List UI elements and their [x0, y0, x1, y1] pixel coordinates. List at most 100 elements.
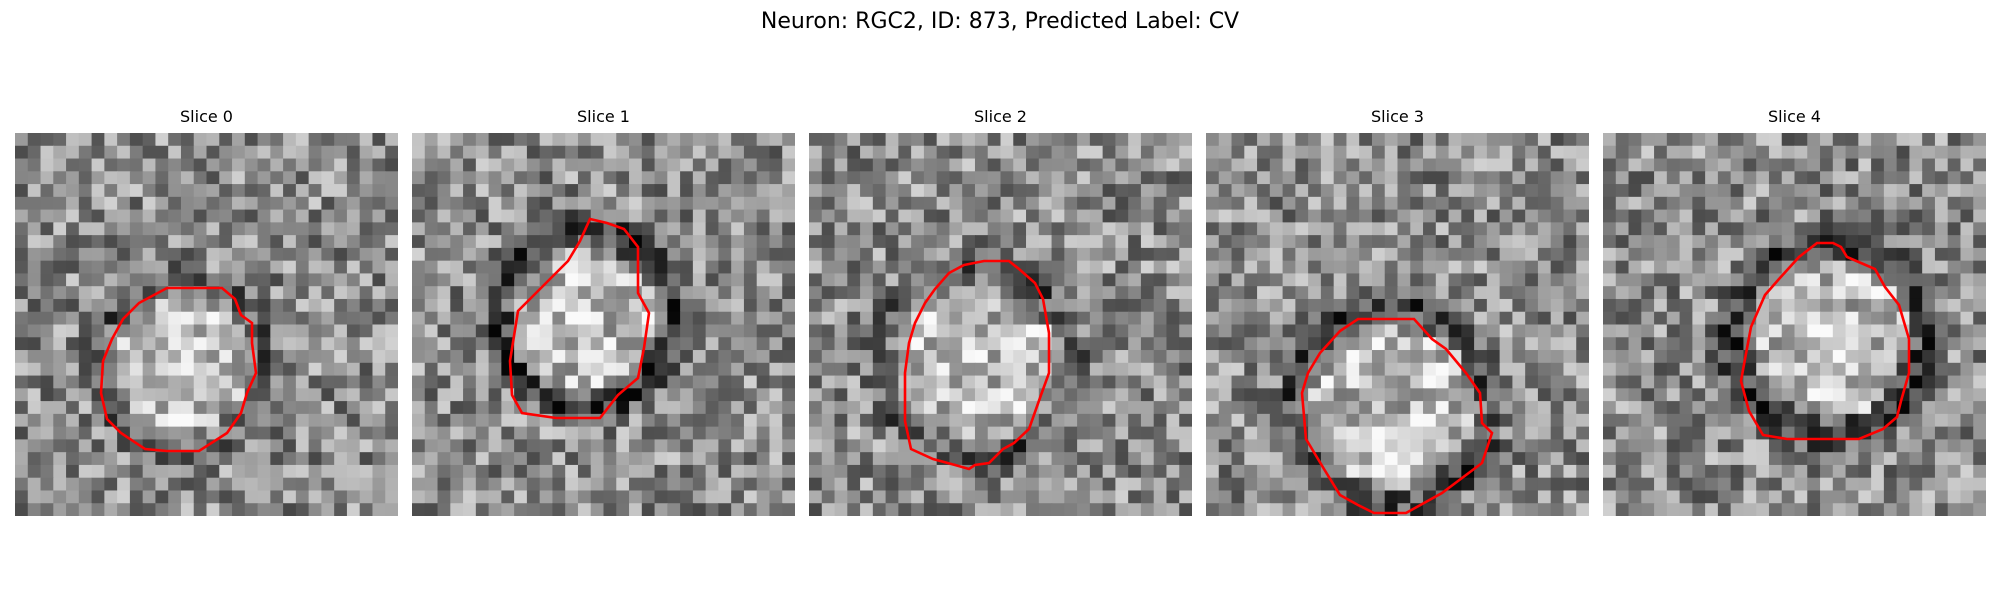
image-pixel — [1794, 426, 1808, 440]
image-pixel — [872, 196, 887, 211]
image-pixel — [450, 247, 464, 262]
image-pixel — [104, 452, 118, 466]
image-pixel — [1820, 452, 1834, 466]
image-pixel — [1845, 375, 1859, 389]
image-pixel — [142, 209, 157, 223]
image-pixel — [1461, 184, 1475, 198]
image-pixel — [475, 286, 490, 300]
image-pixel — [552, 362, 566, 377]
image-pixel — [911, 362, 925, 377]
image-pixel — [1359, 196, 1373, 211]
image-pixel — [603, 235, 617, 249]
image-pixel — [1781, 286, 1796, 300]
image-pixel — [219, 273, 233, 287]
image-pixel — [1333, 311, 1348, 326]
image-pixel — [270, 350, 284, 364]
image-pixel — [412, 298, 426, 313]
image-pixel — [1077, 464, 1091, 479]
image-pixel — [206, 401, 220, 415]
image-pixel — [1654, 145, 1668, 160]
image-pixel — [1166, 184, 1180, 198]
image-pixel — [718, 171, 732, 185]
image-pixel — [206, 452, 220, 466]
image-pixel — [1257, 490, 1271, 504]
image-pixel — [1371, 350, 1386, 364]
image-pixel — [1820, 439, 1834, 453]
image-pixel — [1550, 247, 1565, 262]
image-pixel — [1615, 452, 1630, 466]
image-pixel — [923, 464, 938, 479]
image-pixel — [1832, 298, 1847, 313]
image-pixel — [860, 388, 874, 402]
image-pixel — [66, 337, 80, 351]
image-pixel — [437, 477, 451, 492]
image-pixel — [475, 362, 490, 377]
image-pixel — [1077, 401, 1091, 415]
image-pixel — [1397, 362, 1411, 377]
image-pixel — [898, 452, 912, 466]
image-pixel — [1679, 298, 1693, 313]
image-pixel — [1692, 158, 1706, 172]
image-pixel — [962, 184, 976, 198]
image-pixel — [129, 247, 144, 262]
image-pixel — [1333, 503, 1348, 516]
image-pixel — [1435, 375, 1450, 389]
image-pixel — [385, 133, 398, 147]
image-pixel — [962, 133, 976, 147]
image-pixel — [1013, 196, 1027, 211]
image-pixel — [1794, 490, 1808, 504]
image-pixel — [1654, 171, 1668, 185]
image-pixel — [1153, 490, 1168, 504]
image-pixel — [1781, 375, 1796, 389]
image-pixel — [1474, 426, 1488, 440]
image-pixel — [1832, 503, 1847, 516]
image-pixel — [1705, 401, 1719, 415]
image-pixel — [885, 477, 899, 492]
image-pixel — [769, 503, 783, 516]
image-pixel — [1960, 401, 1974, 415]
image-pixel — [501, 260, 515, 275]
image-pixel — [821, 503, 836, 516]
image-pixel — [1308, 452, 1322, 466]
image-pixel — [1871, 273, 1885, 287]
image-pixel — [1883, 247, 1898, 262]
image-pixel — [923, 196, 938, 211]
image-pixel — [1934, 247, 1949, 262]
image-pixel — [1550, 362, 1565, 377]
image-pixel — [1858, 503, 1872, 516]
image-pixel — [769, 439, 783, 453]
image-pixel — [1960, 503, 1974, 516]
image-pixel — [1206, 426, 1220, 440]
image-pixel — [501, 362, 515, 377]
image-pixel — [78, 222, 93, 236]
image-pixel — [232, 490, 246, 504]
image-pixel — [898, 350, 912, 364]
image-pixel — [1499, 260, 1513, 275]
image-pixel — [1013, 158, 1027, 172]
image-pixel — [1576, 337, 1589, 351]
image-pixel — [1960, 324, 1974, 338]
image-pixel — [1654, 464, 1668, 479]
image-pixel — [1858, 477, 1872, 492]
image-pixel — [1973, 477, 1986, 492]
image-pixel — [1641, 477, 1655, 492]
image-pixel — [1410, 350, 1424, 364]
image-pixel — [526, 413, 541, 428]
image-pixel — [1871, 247, 1885, 262]
image-pixel — [40, 375, 54, 389]
image-pixel — [1140, 273, 1155, 287]
image-pixel — [1641, 158, 1655, 172]
image-pixel — [1231, 133, 1245, 147]
image-pixel — [1922, 388, 1936, 402]
image-pixel — [1218, 324, 1233, 338]
image-pixel — [450, 158, 464, 172]
image-pixel — [117, 286, 131, 300]
image-pixel — [1781, 388, 1796, 402]
image-pixel — [359, 311, 374, 326]
image-pixel — [295, 464, 310, 479]
image-pixel — [1359, 490, 1373, 504]
image-pixel — [949, 388, 963, 402]
image-pixel — [270, 464, 284, 479]
image-pixel — [834, 490, 848, 504]
image-pixel — [1269, 311, 1284, 326]
